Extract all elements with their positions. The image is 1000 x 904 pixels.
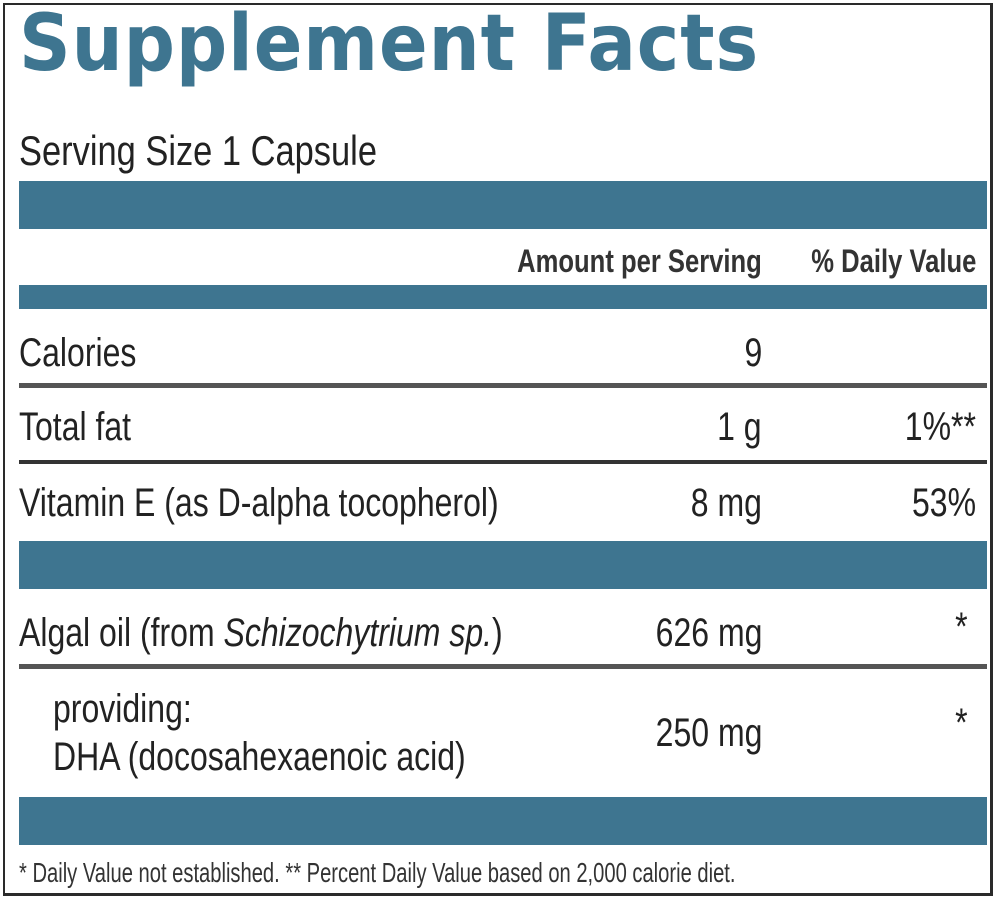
supplement-facts-panel: Supplement Facts Serving Size 1 Capsule … bbox=[3, 0, 993, 896]
nutrient-amount: 626 mg bbox=[655, 611, 762, 655]
nutrient-name-line2: DHA (docosahexaenoic acid) bbox=[53, 735, 466, 779]
nutrient-dv: 53% bbox=[911, 481, 976, 525]
nutrient-amount: 1 g bbox=[717, 405, 762, 449]
panel-title: Supplement Facts bbox=[19, 0, 760, 89]
header-bar-thin bbox=[19, 285, 987, 309]
nutrient-name-prefix: Algal oil (from bbox=[19, 611, 224, 655]
footnote: * Daily Value not established. ** Percen… bbox=[19, 857, 736, 888]
nutrient-name-species: Schizochytrium sp. bbox=[223, 611, 493, 655]
nutrient-dv: 1%** bbox=[904, 405, 976, 449]
row-divider bbox=[19, 664, 987, 669]
nutrient-name: Total fat bbox=[19, 405, 132, 449]
column-header-daily-value: % Daily Value bbox=[810, 243, 976, 279]
column-header-amount: Amount per Serving bbox=[517, 243, 762, 279]
nutrient-name: Calories bbox=[19, 331, 137, 375]
header-bar-top bbox=[19, 181, 987, 229]
section-bar-bottom bbox=[19, 797, 987, 845]
nutrient-name-line1: providing: bbox=[53, 687, 192, 731]
row-divider bbox=[19, 383, 987, 388]
nutrient-name: Algal oil (from Schizochytrium sp.) bbox=[19, 611, 503, 656]
serving-size: Serving Size 1 Capsule bbox=[19, 127, 377, 174]
row-divider bbox=[19, 460, 987, 464]
nutrient-amount: 9 bbox=[744, 331, 762, 375]
nutrient-dv: * bbox=[955, 605, 968, 649]
section-bar-middle bbox=[19, 541, 987, 589]
nutrient-name-suffix: ) bbox=[492, 611, 503, 655]
nutrient-amount: 8 mg bbox=[690, 481, 762, 525]
nutrient-amount: 250 mg bbox=[655, 711, 762, 755]
nutrient-dv: * bbox=[955, 701, 968, 745]
nutrient-name: Vitamin E (as D-alpha tocopherol) bbox=[19, 481, 499, 525]
